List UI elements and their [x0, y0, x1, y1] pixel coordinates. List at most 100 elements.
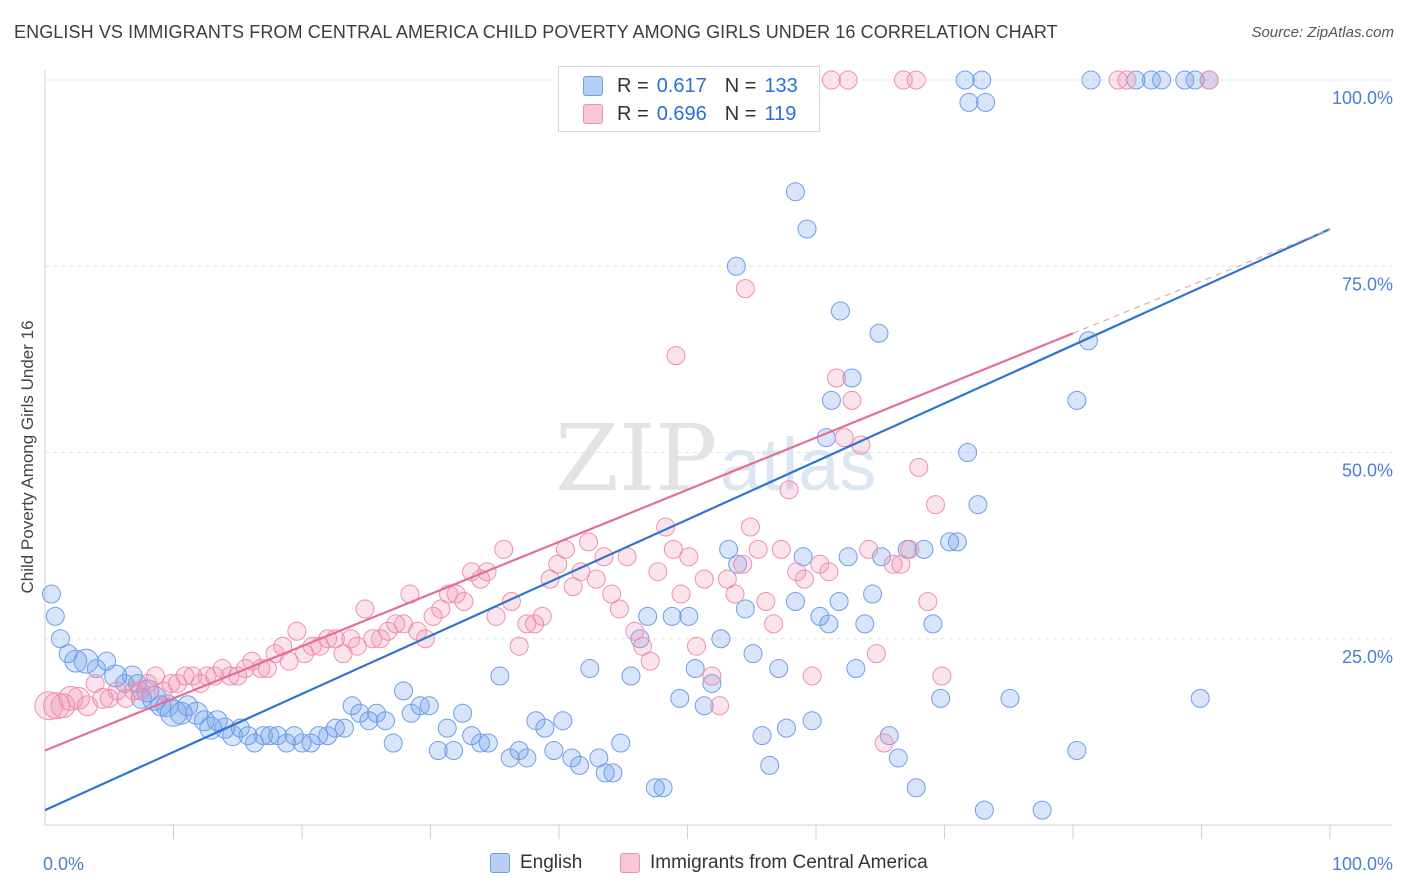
- data-point: [666, 346, 686, 366]
- data-point: [342, 696, 362, 716]
- data-point: [621, 666, 641, 686]
- data-point: [829, 592, 849, 611]
- data-point: [160, 699, 187, 727]
- data-point: [1032, 800, 1052, 820]
- tick-labels: 25.0% 50.0% 75.0% 100.0% 0.0% 100.0%: [43, 88, 1393, 874]
- data-point: [1067, 741, 1087, 760]
- data-point: [834, 428, 854, 448]
- data-point: [846, 659, 866, 679]
- data-point: [532, 606, 552, 626]
- data-point: [764, 614, 784, 634]
- data-point: [686, 636, 706, 656]
- data-point: [386, 614, 406, 634]
- data-point: [548, 554, 568, 574]
- data-point: [694, 569, 714, 589]
- data-point: [277, 733, 297, 753]
- data-point: [383, 733, 403, 753]
- data-point: [748, 539, 768, 559]
- data-point: [1175, 70, 1195, 90]
- data-point: [509, 741, 529, 760]
- data-point: [359, 711, 379, 731]
- data-point: [454, 592, 474, 611]
- legend-item-english[interactable]: English: [490, 852, 582, 874]
- data-point: [490, 666, 510, 686]
- data-point: [883, 554, 903, 574]
- watermark: ZIP atlas: [555, 405, 876, 512]
- data-point: [1141, 70, 1161, 90]
- data-point: [444, 741, 464, 760]
- data-point: [104, 664, 128, 688]
- data-point: [710, 696, 730, 716]
- trend-line-english: [44, 227, 1331, 812]
- data-point: [638, 606, 658, 626]
- trend-lines: [44, 227, 1331, 812]
- data-point: [679, 606, 699, 626]
- data-point: [719, 539, 739, 559]
- data-point: [1199, 70, 1219, 90]
- data-point: [771, 539, 791, 559]
- data-point: [787, 562, 807, 582]
- chart-title: ENGLISH VS IMMIGRANTS FROM CENTRAL AMERI…: [14, 22, 1058, 42]
- data-point: [238, 726, 258, 746]
- data-point: [408, 621, 428, 641]
- data-point: [931, 688, 951, 708]
- r-label: R =: [617, 102, 649, 125]
- data-point: [923, 614, 943, 634]
- data-point: [779, 480, 799, 500]
- data-point: [1067, 390, 1087, 410]
- data-point: [50, 693, 76, 719]
- data-point: [827, 368, 847, 388]
- data-point: [535, 718, 555, 738]
- data-point: [671, 584, 691, 604]
- stats-legend: R = 0.617 N = 133 R = 0.696 N = 119: [558, 66, 820, 132]
- series-immigrants-points: [34, 70, 1219, 753]
- y-tick-label: 75.0%: [1342, 274, 1393, 294]
- legend-item-immigrants[interactable]: Immigrants from Central America: [620, 852, 928, 874]
- data-point: [494, 539, 514, 559]
- data-point: [175, 666, 195, 686]
- data-point: [866, 644, 886, 664]
- data-point: [370, 629, 390, 649]
- legend-label-english: English: [520, 852, 583, 873]
- n-value: 119: [764, 102, 797, 125]
- data-point: [863, 584, 883, 604]
- data-point: [579, 532, 599, 552]
- data-point: [717, 569, 737, 589]
- data-point: [743, 644, 763, 664]
- data-point: [940, 532, 960, 552]
- data-point: [130, 687, 152, 709]
- data-point: [906, 70, 926, 90]
- data-point: [555, 539, 575, 559]
- data-point: [301, 733, 321, 753]
- data-point: [821, 390, 841, 410]
- data-point: [733, 554, 753, 574]
- n-value: 133: [764, 74, 798, 97]
- data-point: [702, 666, 722, 686]
- data-point: [819, 614, 839, 634]
- data-point: [645, 778, 665, 798]
- stats-row-immigrants: R = 0.696 N = 119: [583, 99, 796, 129]
- data-point: [1152, 70, 1172, 90]
- data-point: [517, 748, 537, 768]
- data-point: [34, 691, 64, 721]
- n-label: N =: [724, 74, 757, 97]
- data-point: [752, 726, 772, 746]
- data-point: [968, 495, 988, 515]
- data-point: [586, 569, 606, 589]
- data-point: [525, 614, 545, 634]
- data-point: [570, 755, 590, 775]
- data-point: [914, 539, 934, 559]
- data-point: [287, 621, 307, 641]
- data-point: [603, 763, 623, 783]
- data-point: [1081, 70, 1101, 90]
- data-point: [740, 517, 760, 537]
- data-point: [900, 539, 920, 559]
- x-tick-label-max: 100.0%: [1332, 854, 1393, 874]
- data-point: [563, 577, 583, 597]
- data-point: [50, 629, 70, 649]
- data-point: [167, 673, 187, 693]
- data-point: [376, 711, 396, 731]
- data-point: [785, 592, 805, 611]
- y-tick-label: 25.0%: [1342, 647, 1393, 667]
- data-point: [76, 695, 98, 717]
